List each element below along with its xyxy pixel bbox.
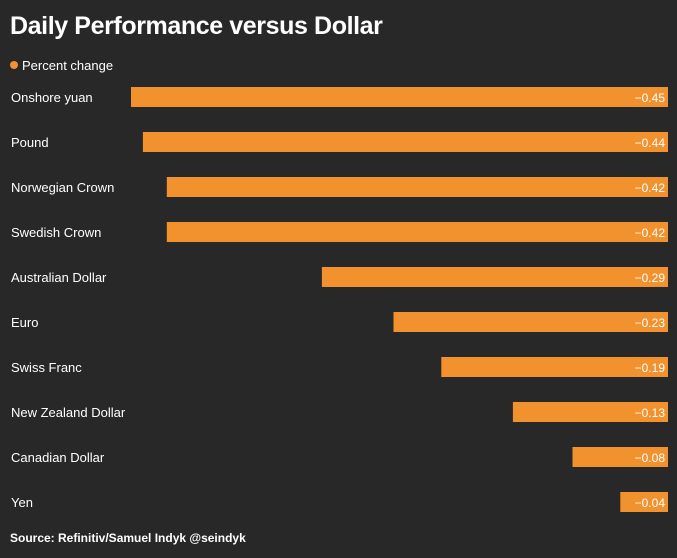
bar: [512, 402, 668, 422]
category-label: Swiss Franc: [11, 360, 82, 375]
bar: [166, 177, 669, 197]
data-label: −0.13: [635, 406, 666, 420]
bar: [321, 267, 668, 287]
data-label: −0.04: [635, 496, 666, 510]
legend-label-percent-change: Percent change: [22, 57, 114, 73]
legend: Percent change: [10, 57, 113, 73]
data-label: −0.42: [635, 226, 666, 240]
bar: [393, 312, 668, 332]
data-label: −0.23: [635, 316, 666, 330]
category-label: Norwegian Crown: [11, 180, 114, 195]
data-label: −0.44: [635, 136, 666, 150]
bar: [572, 447, 668, 467]
data-label: −0.08: [635, 451, 666, 465]
category-label: Canadian Dollar: [11, 450, 105, 465]
bar: [166, 222, 669, 242]
data-label: −0.19: [635, 361, 666, 375]
data-label: −0.42: [635, 181, 666, 195]
category-label: Australian Dollar: [11, 270, 107, 285]
category-label: Onshore yuan: [11, 90, 93, 105]
bar: [131, 87, 668, 107]
data-label: −0.45: [635, 91, 666, 105]
source-note: Source: Refinitiv/Samuel Indyk @seindyk: [10, 531, 246, 545]
chart-title: Daily Performance versus Dollar: [10, 12, 383, 40]
category-label: Yen: [11, 495, 33, 510]
bar: [142, 132, 668, 152]
category-label: Euro: [11, 315, 38, 330]
bar: [441, 357, 668, 377]
legend-swatch-percent-change: [10, 61, 18, 69]
category-label: New Zealand Dollar: [11, 405, 126, 420]
bar: [620, 492, 668, 512]
category-label: Pound: [11, 135, 49, 150]
data-label: −0.29: [635, 271, 666, 285]
category-label: Swedish Crown: [11, 225, 101, 240]
